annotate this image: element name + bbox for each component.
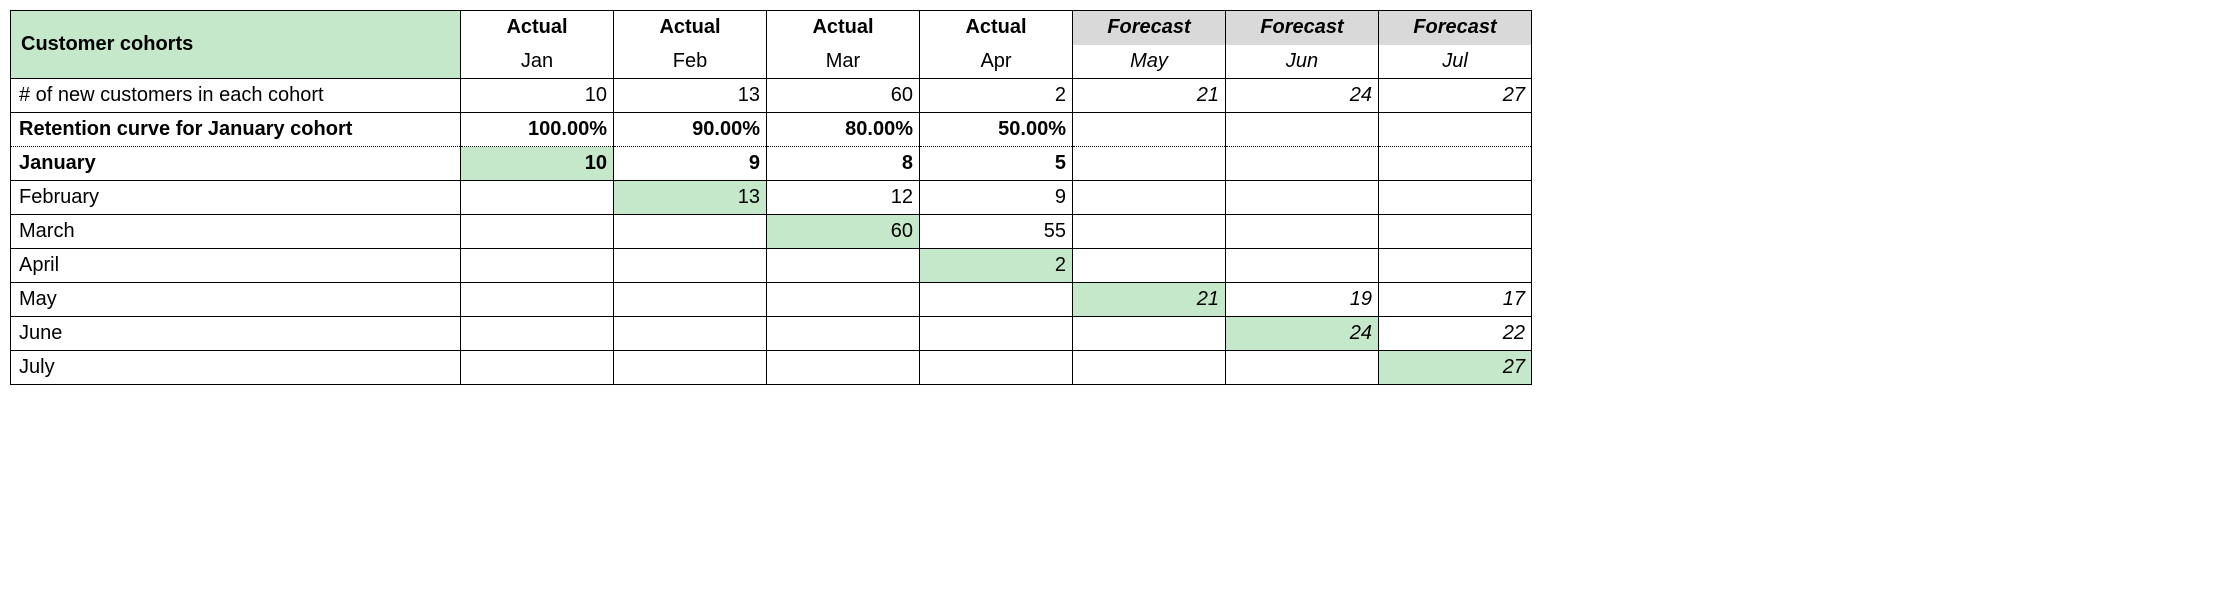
col-month-5: Jun — [1226, 45, 1379, 79]
cell-4-2: 60 — [767, 215, 920, 249]
cell-3-3: 9 — [920, 181, 1073, 215]
cell-5-3: 2 — [920, 249, 1073, 283]
cell-8-0 — [461, 351, 614, 385]
cell-6-1 — [614, 283, 767, 317]
col-type-4: Forecast — [1073, 11, 1226, 45]
cell-3-0 — [461, 181, 614, 215]
row-label-1: Retention curve for January cohort — [11, 113, 461, 147]
cell-1-3: 50.00% — [920, 113, 1073, 147]
cell-6-6: 17 — [1379, 283, 1532, 317]
row-label-4: March — [11, 215, 461, 249]
row-label-2: January — [11, 147, 461, 181]
cell-6-0 — [461, 283, 614, 317]
col-month-0: Jan — [461, 45, 614, 79]
cell-0-2: 60 — [767, 79, 920, 113]
col-month-6: Jul — [1379, 45, 1532, 79]
cell-1-6 — [1379, 113, 1532, 147]
cell-1-1: 90.00% — [614, 113, 767, 147]
row-label-8: July — [11, 351, 461, 385]
cell-5-1 — [614, 249, 767, 283]
cell-5-2 — [767, 249, 920, 283]
cell-8-6: 27 — [1379, 351, 1532, 385]
cell-1-0: 100.00% — [461, 113, 614, 147]
cell-4-3: 55 — [920, 215, 1073, 249]
cell-2-5 — [1226, 147, 1379, 181]
cell-8-5 — [1226, 351, 1379, 385]
col-type-5: Forecast — [1226, 11, 1379, 45]
cell-0-0: 10 — [461, 79, 614, 113]
cell-2-2: 8 — [767, 147, 920, 181]
cell-6-5: 19 — [1226, 283, 1379, 317]
cell-4-4 — [1073, 215, 1226, 249]
cell-2-6 — [1379, 147, 1532, 181]
col-type-1: Actual — [614, 11, 767, 45]
col-month-2: Mar — [767, 45, 920, 79]
cell-3-2: 12 — [767, 181, 920, 215]
cell-6-3 — [920, 283, 1073, 317]
cell-6-2 — [767, 283, 920, 317]
cell-8-1 — [614, 351, 767, 385]
cell-6-4: 21 — [1073, 283, 1226, 317]
cell-3-6 — [1379, 181, 1532, 215]
col-month-4: May — [1073, 45, 1226, 79]
row-label-7: June — [11, 317, 461, 351]
col-type-0: Actual — [461, 11, 614, 45]
row-label-0: # of new customers in each cohort — [11, 79, 461, 113]
cell-5-0 — [461, 249, 614, 283]
row-label-3: February — [11, 181, 461, 215]
cell-4-1 — [614, 215, 767, 249]
cell-5-5 — [1226, 249, 1379, 283]
cell-8-2 — [767, 351, 920, 385]
cell-4-5 — [1226, 215, 1379, 249]
col-type-6: Forecast — [1379, 11, 1532, 45]
cell-3-4 — [1073, 181, 1226, 215]
col-type-3: Actual — [920, 11, 1073, 45]
col-month-3: Apr — [920, 45, 1073, 79]
cell-7-4 — [1073, 317, 1226, 351]
row-label-5: April — [11, 249, 461, 283]
table-title: Customer cohorts — [11, 11, 461, 79]
cell-3-1: 13 — [614, 181, 767, 215]
cell-0-4: 21 — [1073, 79, 1226, 113]
cell-5-4 — [1073, 249, 1226, 283]
cell-2-3: 5 — [920, 147, 1073, 181]
cell-0-3: 2 — [920, 79, 1073, 113]
cell-7-5: 24 — [1226, 317, 1379, 351]
cell-4-0 — [461, 215, 614, 249]
cell-2-0: 10 — [461, 147, 614, 181]
col-type-2: Actual — [767, 11, 920, 45]
cohort-table: Customer cohortsActualActualActualActual… — [10, 10, 1532, 385]
cell-1-2: 80.00% — [767, 113, 920, 147]
cell-8-4 — [1073, 351, 1226, 385]
cell-2-1: 9 — [614, 147, 767, 181]
cell-7-1 — [614, 317, 767, 351]
cell-8-3 — [920, 351, 1073, 385]
cell-5-6 — [1379, 249, 1532, 283]
cell-4-6 — [1379, 215, 1532, 249]
cell-0-6: 27 — [1379, 79, 1532, 113]
cell-7-6: 22 — [1379, 317, 1532, 351]
cell-7-0 — [461, 317, 614, 351]
cell-1-4 — [1073, 113, 1226, 147]
cell-0-1: 13 — [614, 79, 767, 113]
cell-7-2 — [767, 317, 920, 351]
cell-0-5: 24 — [1226, 79, 1379, 113]
cell-3-5 — [1226, 181, 1379, 215]
cell-2-4 — [1073, 147, 1226, 181]
col-month-1: Feb — [614, 45, 767, 79]
cell-7-3 — [920, 317, 1073, 351]
row-label-6: May — [11, 283, 461, 317]
cell-1-5 — [1226, 113, 1379, 147]
